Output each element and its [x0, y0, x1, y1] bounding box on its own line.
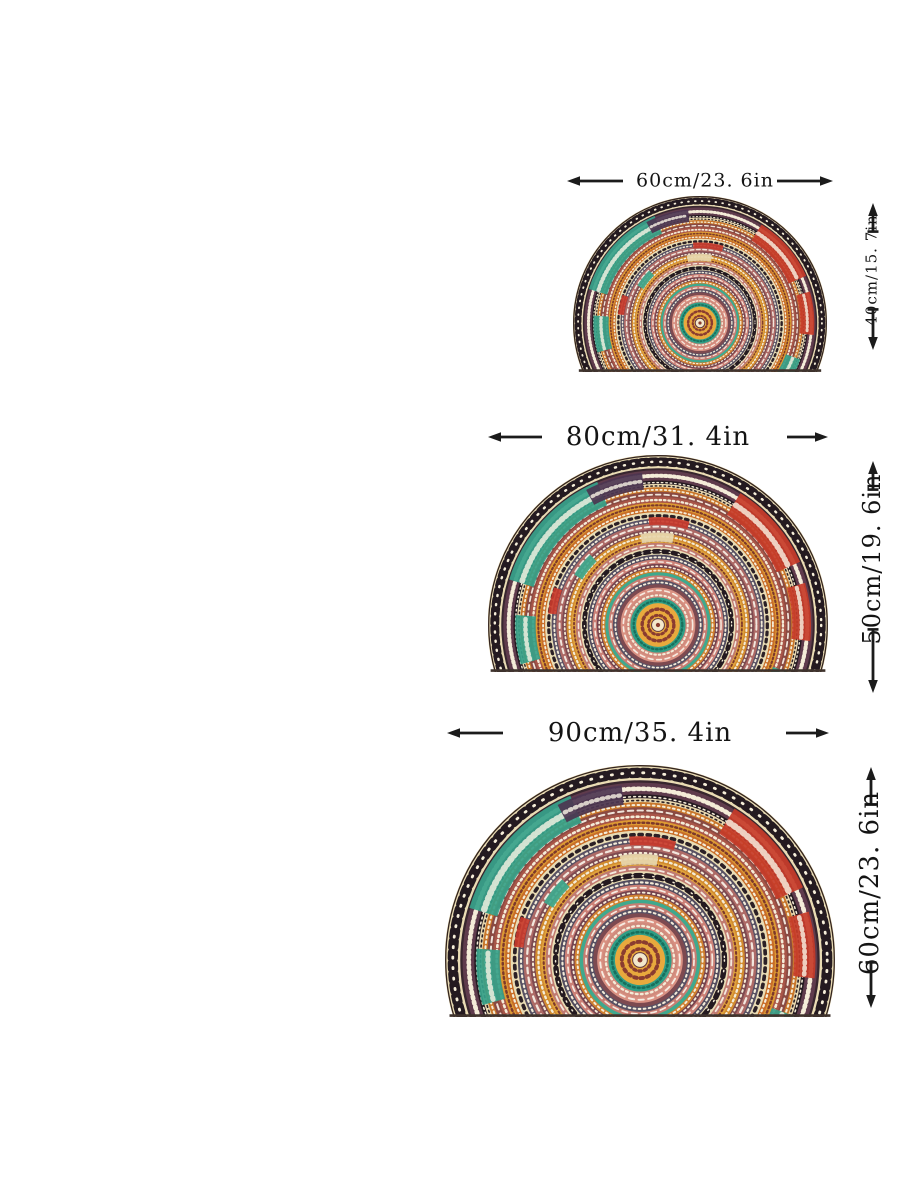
- arrow-up-icon: [865, 767, 877, 806]
- width-label: 60cm/23. 6in: [636, 169, 774, 192]
- rug-image-60x40: [573, 196, 827, 372]
- arrow-right-icon: [777, 176, 833, 186]
- arrow-left-icon: [567, 176, 623, 186]
- width-label: 90cm/35. 4in: [547, 718, 733, 748]
- rug-image-90x60: [445, 765, 835, 1017]
- rug-image-80x50: [488, 455, 828, 672]
- arrow-down-icon: [865, 961, 877, 1008]
- height-label: 60cm/23. 6in: [855, 790, 885, 976]
- arrow-right-icon: [787, 432, 828, 442]
- arrow-left-icon: [447, 728, 503, 738]
- arrow-down-icon: [867, 628, 879, 693]
- arrow-up-icon: [867, 461, 879, 491]
- arrow-left-icon: [488, 432, 542, 442]
- arrow-down-icon: [867, 308, 879, 350]
- arrow-right-icon: [786, 728, 829, 738]
- arrow-up-icon: [867, 203, 879, 233]
- width-label: 80cm/31. 4in: [565, 422, 751, 452]
